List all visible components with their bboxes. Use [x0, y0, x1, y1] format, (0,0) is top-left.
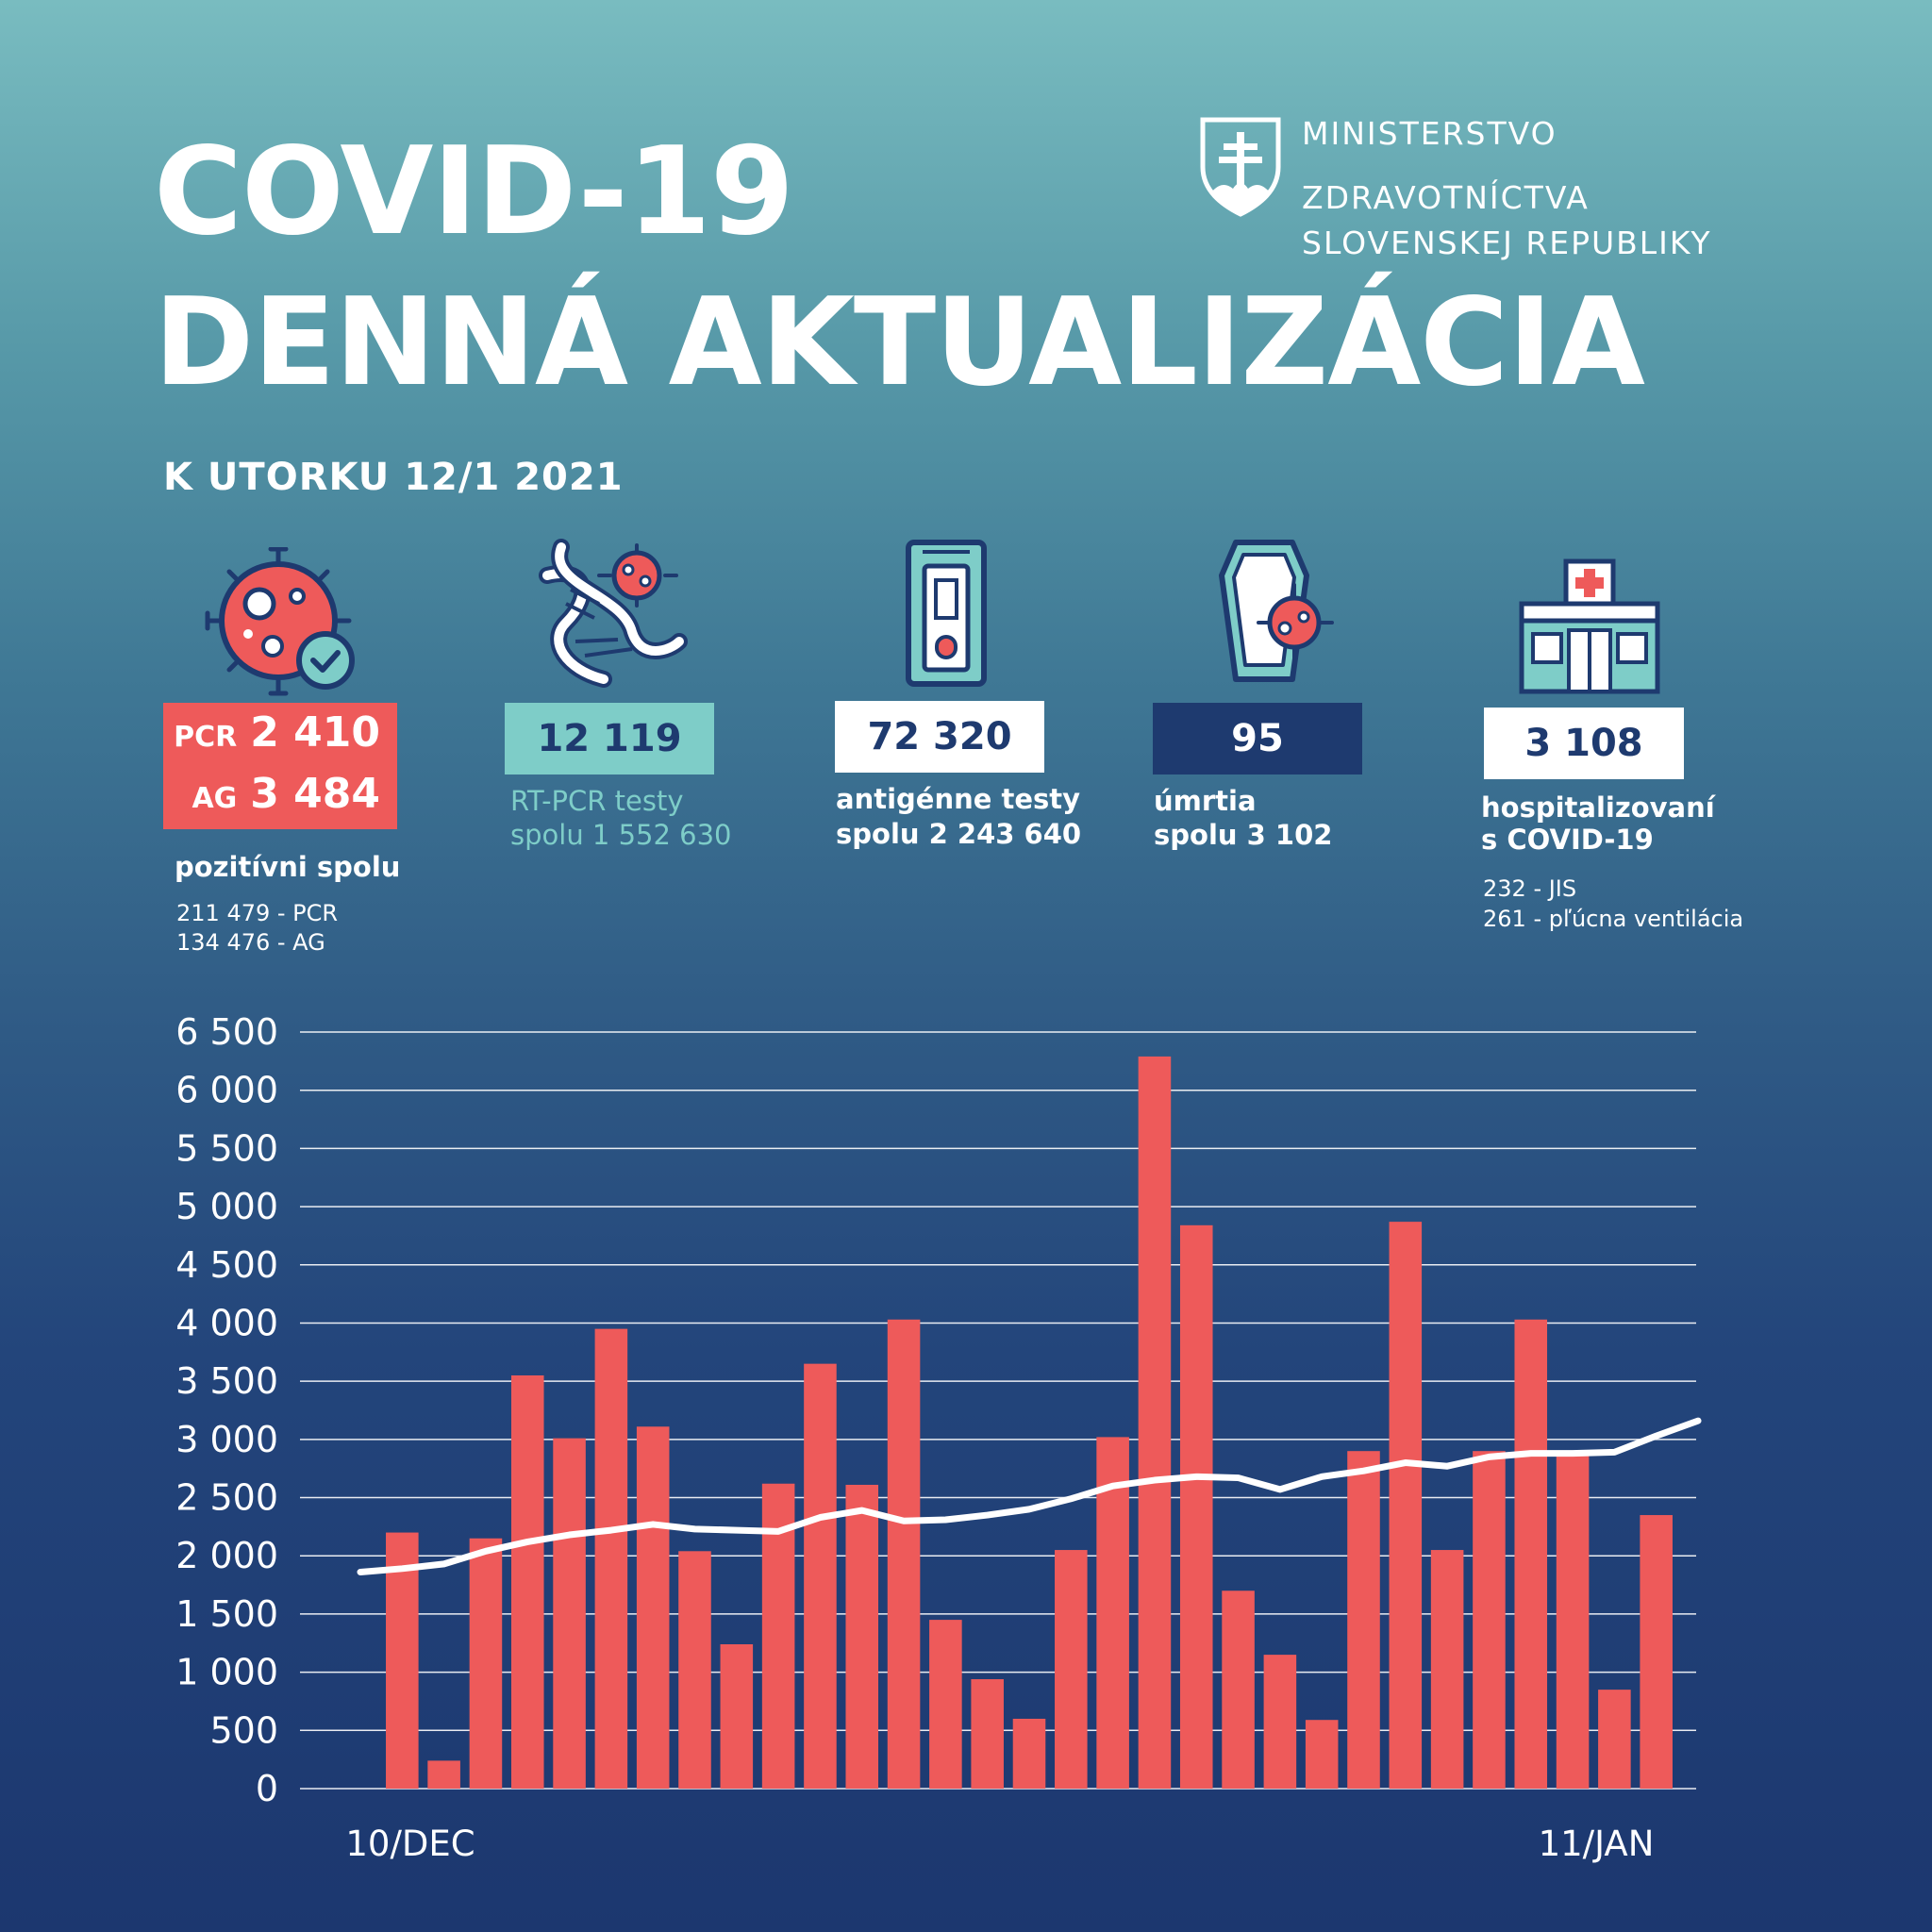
trend-line [357, 1417, 1702, 1576]
x-tick-label: 11/JAN [1539, 1824, 1655, 1864]
y-tick-label: 4 500 [175, 1244, 278, 1286]
positive-label: pozitívni spolu [175, 851, 401, 883]
bar [720, 1644, 754, 1789]
y-tick-label: 2 000 [175, 1535, 278, 1576]
bar [1640, 1515, 1673, 1789]
dna-virus-icon [539, 539, 688, 688]
bar [386, 1532, 419, 1789]
bar [1347, 1451, 1380, 1789]
test-cassette-icon [906, 540, 987, 687]
antigen-box: 72 320 [835, 701, 1044, 773]
y-tick-label: 1 000 [175, 1652, 278, 1693]
bar [804, 1363, 837, 1789]
x-axis-labels: 10/DEC 11/JAN [345, 1824, 1654, 1864]
hospital-value: 3 108 [1524, 722, 1643, 765]
x-tick-label: 10/DEC [345, 1824, 475, 1864]
antigen-total: spolu 2 243 640 [836, 818, 1082, 850]
bar [1096, 1437, 1129, 1789]
title-daily-update: DENNÁ AKTUALIZÁCIA [154, 273, 1645, 413]
bar-series [386, 1056, 1673, 1789]
deaths-total: spolu 3 102 [1154, 819, 1333, 851]
line-series [357, 1417, 1702, 1576]
ministry-line-1: MINISTERSTVO [1302, 115, 1557, 152]
y-tick-label: 2 500 [175, 1477, 278, 1519]
coat-of-arms-icon [1200, 117, 1281, 217]
title-covid19: COVID-19 [154, 122, 794, 262]
bar [929, 1620, 962, 1789]
y-tick-label: 6 500 [175, 1011, 278, 1053]
deaths-label: úmrtia [1154, 785, 1257, 817]
y-tick-label: 1 500 [175, 1593, 278, 1635]
bar [1138, 1056, 1172, 1789]
hospital-detail-ventilation: 261 - pľúcna ventilácia [1483, 906, 1744, 932]
rtpcr-box: 12 119 [505, 703, 714, 774]
bar [678, 1551, 711, 1789]
bar [1389, 1222, 1423, 1789]
bar [971, 1679, 1004, 1789]
bar [1598, 1690, 1631, 1789]
bar [427, 1760, 460, 1789]
rtpcr-label: RT-PCR testy [510, 785, 684, 817]
bar [1430, 1550, 1464, 1789]
bar [1012, 1718, 1046, 1789]
bar [1473, 1451, 1506, 1789]
bar [1179, 1224, 1213, 1789]
y-tick-label: 5 000 [175, 1186, 278, 1227]
bar [553, 1438, 586, 1789]
bar [845, 1484, 879, 1789]
bar [594, 1328, 628, 1789]
bar [1263, 1655, 1297, 1789]
bar [469, 1538, 503, 1789]
pcr-prefix: PCR [174, 721, 238, 754]
y-tick-label: 0 [256, 1768, 278, 1809]
ministry-line-3: SLOVENSKEJ REPUBLIKY [1302, 225, 1712, 261]
positive-detail-ag: 134 476 - AG [176, 929, 325, 956]
virus-check-icon [205, 547, 355, 696]
ag-value: 3 484 [250, 770, 380, 818]
hospital-box: 3 108 [1484, 708, 1684, 779]
bar [1222, 1591, 1255, 1789]
bar [510, 1374, 544, 1789]
hospital-icon [1519, 558, 1660, 694]
deaths-box: 95 [1153, 703, 1362, 774]
bar [887, 1319, 921, 1789]
y-tick-label: 500 [209, 1709, 278, 1751]
hospital-label-2: s COVID-19 [1481, 824, 1654, 856]
bar [1556, 1453, 1590, 1789]
y-tick-label: 5 500 [175, 1127, 278, 1169]
ag-prefix: AG [192, 782, 238, 815]
coffin-virus-icon [1219, 540, 1334, 682]
y-tick-label: 6 000 [175, 1070, 278, 1111]
y-tick-label: 3 500 [175, 1360, 278, 1402]
ministry-line-2: ZDRAVOTNÍCTVA [1302, 179, 1590, 216]
pcr-value: 2 410 [250, 708, 380, 757]
bar [1305, 1720, 1339, 1789]
bar [1514, 1319, 1548, 1789]
deaths-value: 95 [1231, 717, 1284, 760]
hospital-label: hospitalizovaní [1481, 791, 1715, 824]
positive-detail-pcr: 211 479 - PCR [176, 900, 339, 926]
bar [636, 1426, 670, 1789]
y-tick-label: 4 000 [175, 1302, 278, 1343]
y-axis-labels: 0 500 1 000 1 500 2 000 2 500 3 000 3 500 4 000 4… [175, 1011, 278, 1809]
antigen-value: 72 320 [867, 715, 1012, 758]
positive-box: PCR 2 410 AG 3 484 [163, 703, 397, 829]
report-date: K UTORKU 12/1 2021 [163, 456, 624, 499]
antigen-label: antigénne testy [836, 783, 1081, 815]
hospital-detail-icu: 232 - JIS [1483, 875, 1577, 902]
rtpcr-total: spolu 1 552 630 [510, 819, 732, 851]
daily-cases-chart: 0 500 1 000 1 500 2 000 2 500 3 000 3 500 4 000 4… [175, 1011, 1702, 1864]
bar [1055, 1550, 1088, 1789]
y-tick-label: 3 000 [175, 1419, 278, 1460]
rtpcr-value: 12 119 [537, 717, 682, 760]
